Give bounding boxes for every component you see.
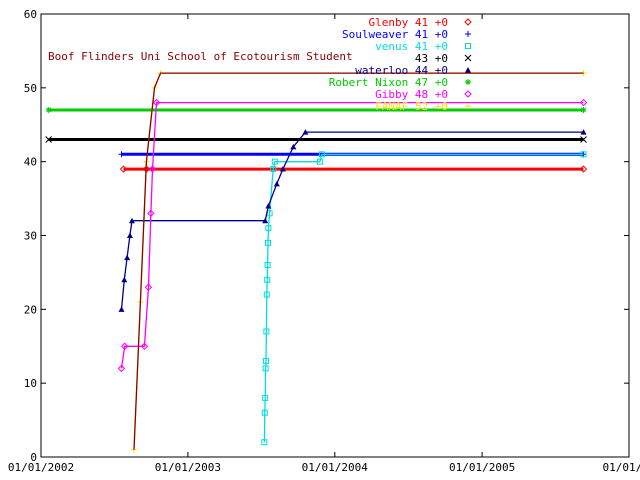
- series-point: [264, 262, 271, 269]
- series-point: [464, 18, 472, 26]
- series-point: [126, 232, 133, 238]
- series-point: [119, 165, 128, 173]
- legend-entry: FANAF 52 +0: [375, 100, 448, 113]
- legend-entry: Glenby 41 +0: [369, 16, 448, 29]
- x-axis: 01/01/2002 01/01/2003 01/01/2004 01/01/2005…: [8, 14, 640, 474]
- series-6: [117, 98, 588, 373]
- series-point: [465, 67, 471, 73]
- series-point: [262, 358, 269, 365]
- legend-entry: Soulweaver 41 +0: [342, 28, 448, 41]
- series-point: [264, 239, 271, 246]
- series-point: [579, 98, 588, 107]
- series-point: [580, 129, 587, 135]
- series-point: [579, 165, 588, 173]
- series-point: [128, 217, 135, 224]
- series-5: [45, 106, 587, 113]
- series-point: [465, 43, 471, 49]
- series-point: [465, 31, 471, 37]
- x-tick-label: 01/01/2004: [302, 461, 369, 474]
- legend-entry: 43 +0: [415, 52, 448, 65]
- series-point: [580, 106, 587, 113]
- series-point: [580, 151, 587, 158]
- series-point: [265, 202, 272, 209]
- legend-entry: waterloo 44 +0: [355, 64, 448, 77]
- series-point: [45, 106, 52, 113]
- series-point: [144, 283, 153, 291]
- legend-entry: Robert Nixon 47 +0: [329, 76, 448, 89]
- series-point: [264, 276, 271, 283]
- y-tick-label: 60: [24, 8, 37, 21]
- series-point: [302, 129, 309, 135]
- series-point: [465, 79, 471, 85]
- y-tick-label: 20: [24, 303, 37, 316]
- y-tick-label: 30: [24, 230, 37, 243]
- x-tick-label: 01/01/2005: [449, 461, 515, 474]
- y-axis: 0 10 20 30 40 50 60: [24, 8, 629, 464]
- series-point: [124, 254, 131, 261]
- legend-entry: venus 41 +0: [375, 40, 448, 53]
- series-point: [316, 158, 323, 165]
- y-tick-label: 40: [24, 156, 37, 169]
- x-tick-label: 01/01/2002: [8, 461, 74, 474]
- series-point: [121, 342, 129, 350]
- series-line: [263, 153, 584, 443]
- series-3: [45, 136, 587, 143]
- series-point: [140, 342, 149, 350]
- series-point: [464, 54, 472, 62]
- series-point: [273, 180, 280, 187]
- y-tick-label: 0: [30, 451, 37, 464]
- series-point: [152, 98, 161, 107]
- y-tick-label: 50: [24, 82, 37, 95]
- series-point: [262, 394, 269, 401]
- series-point: [261, 409, 268, 416]
- series-8: [133, 72, 584, 450]
- series-point: [45, 136, 53, 143]
- series-point: [263, 328, 270, 335]
- series-point: [318, 151, 325, 158]
- series-point: [580, 136, 587, 143]
- series-layer: [45, 70, 588, 453]
- series-point: [148, 165, 157, 173]
- series-point: [262, 365, 269, 372]
- series-point: [118, 151, 125, 158]
- series-point: [279, 166, 286, 172]
- series-point: [121, 276, 128, 283]
- x-tick-label: 01/01/20: [603, 461, 640, 474]
- series-line: [120, 131, 584, 310]
- series-4: [118, 129, 587, 312]
- chart-caption: Boof Flinders Uni School of Ecotourism S…: [48, 50, 353, 63]
- y-tick-label: 10: [24, 377, 37, 390]
- series-2: [261, 151, 587, 446]
- series-point: [263, 291, 270, 298]
- series-line: [133, 72, 584, 450]
- series-point: [290, 143, 297, 150]
- series-point: [118, 306, 125, 312]
- series-point: [271, 158, 278, 165]
- legend-entry: Gibby 48 +0: [375, 88, 448, 101]
- series-point: [117, 364, 126, 373]
- series-point: [261, 439, 268, 446]
- series-point: [465, 103, 471, 109]
- series-point: [147, 209, 155, 218]
- series-point: [262, 217, 269, 224]
- series-point: [270, 166, 277, 173]
- series-point: [265, 225, 272, 232]
- x-tick-label: 01/01/2003: [155, 461, 221, 474]
- series-point: [464, 90, 472, 98]
